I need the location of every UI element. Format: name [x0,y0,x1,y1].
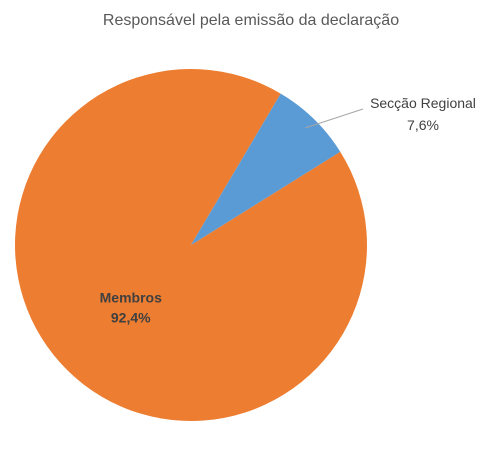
pie-labels: Membros 92,4% Secção Regional 7,6% [100,95,476,326]
slice-value-seccao-regional: 7,6% [407,117,439,133]
slice-label-seccao-regional: Secção Regional [370,95,476,111]
chart-title: Responsável pela emissão da declaração [103,12,399,29]
pie-slice-membros [14,69,368,422]
slice-label-membros: Membros [100,290,162,306]
slice-value-membros: 92,4% [111,310,151,326]
pie-slices [14,69,368,422]
pie-slice-seccao-regional [191,93,341,245]
leader-line-seccao-regional [305,108,364,129]
